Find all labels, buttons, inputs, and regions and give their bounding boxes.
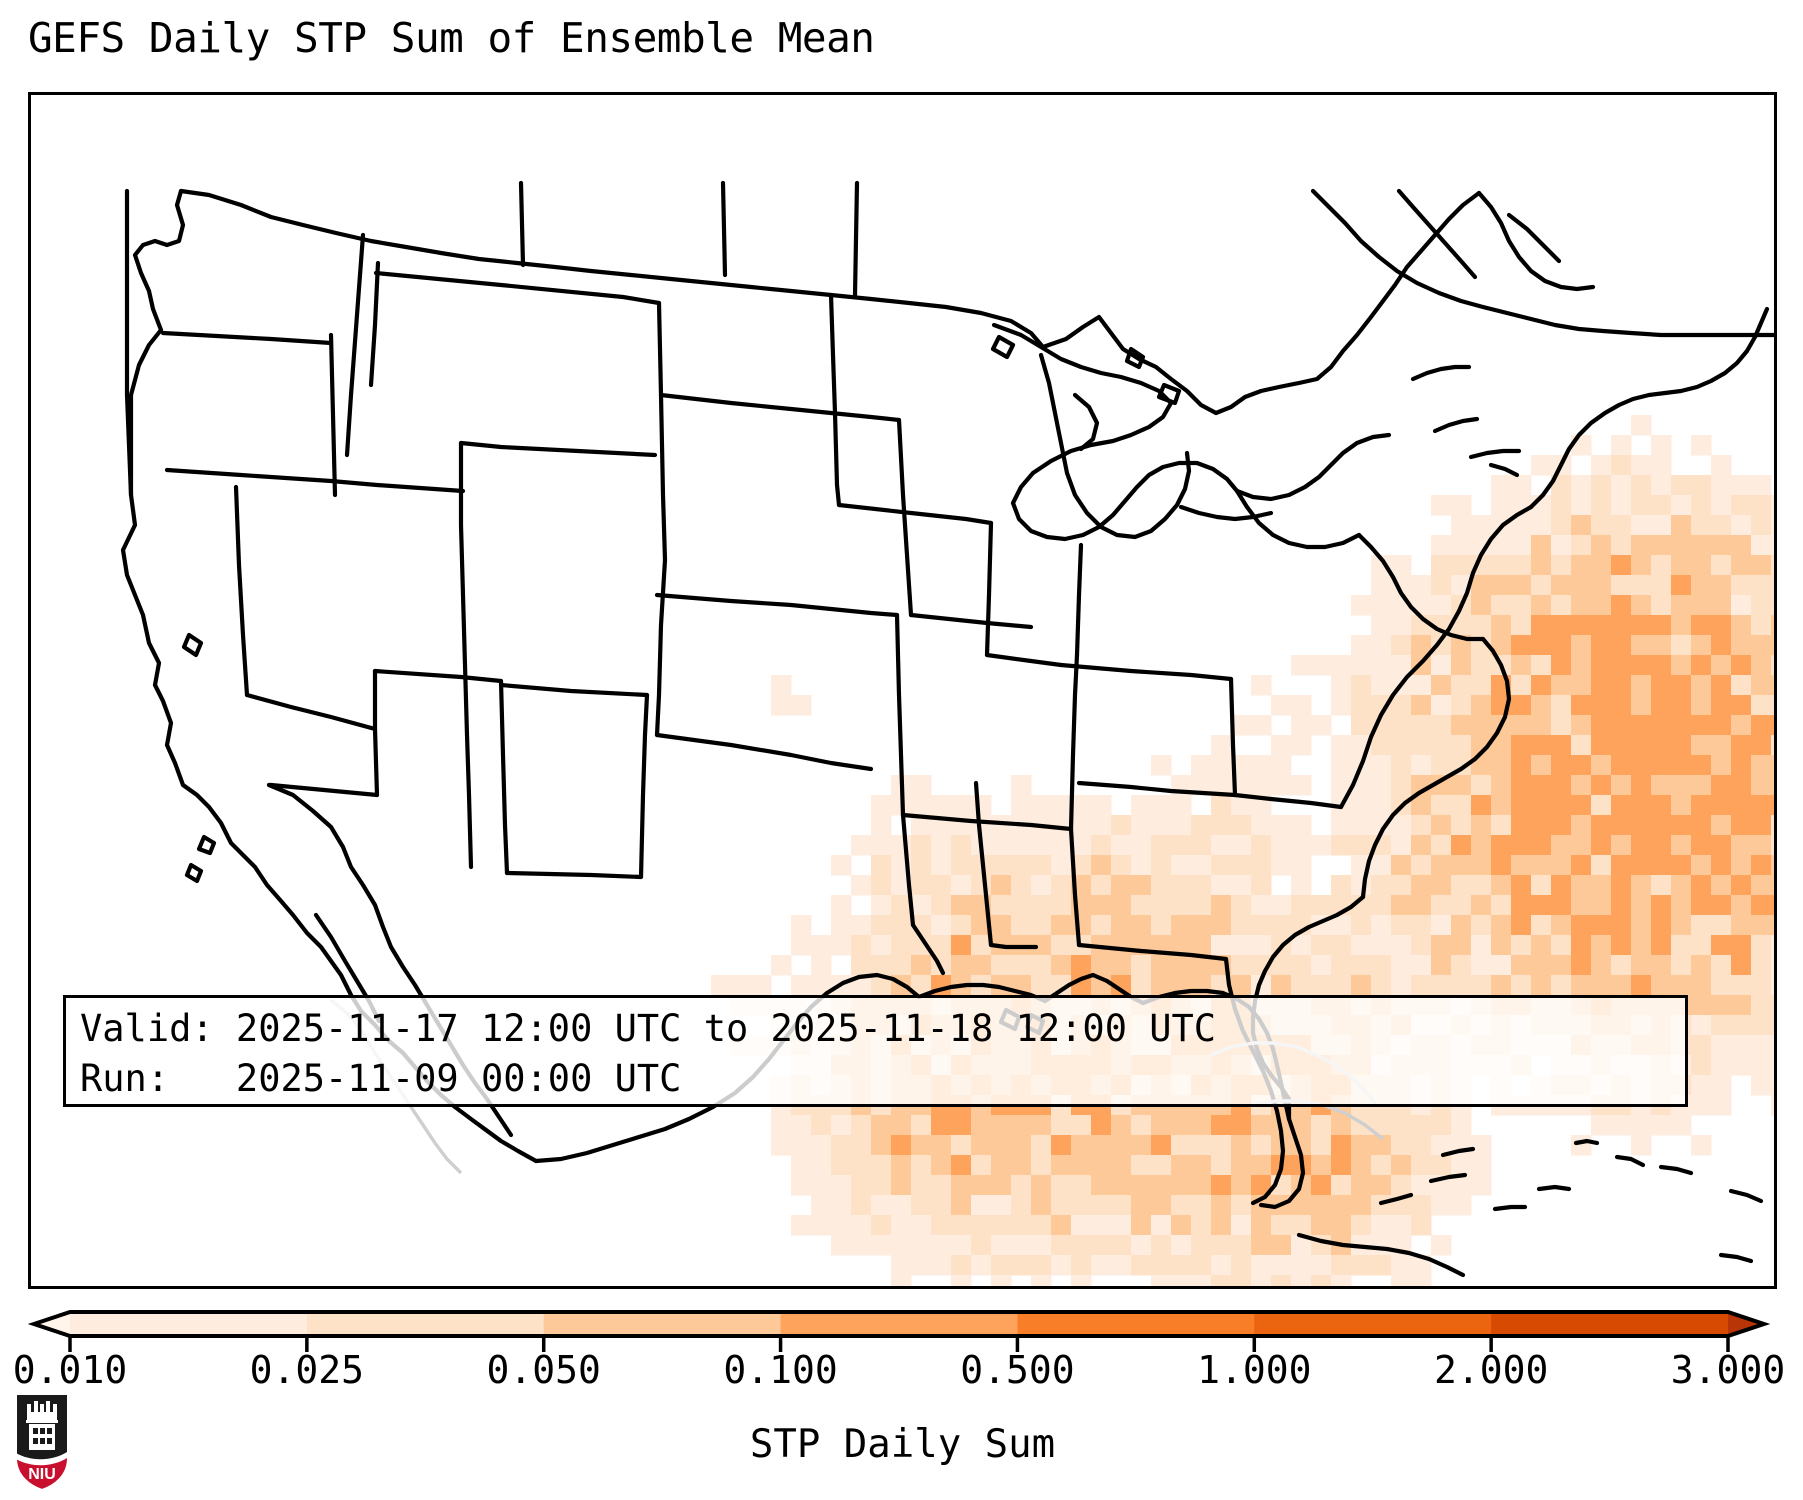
page-title: GEFS Daily STP Sum of Ensemble Mean: [28, 14, 875, 62]
colorbar-under-arrow: [34, 1312, 70, 1336]
valid-time-line: Valid: 2025-11-17 12:00 UTC to 2025-11-1…: [80, 1007, 1217, 1050]
colorbar-band-2: [543, 1312, 782, 1336]
castle-windows: [33, 1428, 52, 1444]
map-canvas: Valid: 2025-11-17 12:00 UTC to 2025-11-1…: [31, 95, 1774, 1286]
logo-text: NIU: [28, 1466, 56, 1483]
colorbar-tick-label-5: 1.000: [1197, 1348, 1312, 1392]
colorbar-band-0: [70, 1312, 308, 1336]
colorbar-tick-label-0: 0.010: [12, 1348, 128, 1392]
colorbar-tick-label-3: 0.100: [723, 1348, 838, 1392]
colorbar-band-5: [1254, 1312, 1492, 1336]
colorbar: 0.010 0.025 0.050 0.100 0.500 1.000 2.000 3.000…: [13, 1294, 1785, 1500]
colorbar-band-6: [1491, 1312, 1729, 1336]
logo-shield-outline: [15, 1393, 69, 1492]
colorbar-gradient: [28, 1310, 1771, 1352]
colorbar-band-1: [306, 1312, 545, 1336]
colorbar-tick-label-6: 2.000: [1433, 1348, 1549, 1392]
colorbar-band-4: [1017, 1312, 1255, 1336]
run-time-line: Run: 2025-11-09 00:00 UTC: [80, 1057, 682, 1100]
colorbar-tick-label-2: 0.050: [486, 1348, 601, 1392]
geography-layer: [120, 180, 1774, 1278]
map-panel: Valid: 2025-11-17 12:00 UTC to 2025-11-1…: [28, 92, 1777, 1289]
niu-logo: NIU: [15, 1393, 69, 1492]
colorbar-band-3: [780, 1312, 1019, 1336]
colorbar-axis-label: STP Daily Sum: [749, 1422, 1056, 1467]
valid-run-annotation: Valid: 2025-11-17 12:00 UTC to 2025-11-1…: [63, 995, 1688, 1107]
colorbar-over-arrow: [1728, 1312, 1764, 1336]
colorbar-tick-label-4: 0.500: [960, 1348, 1075, 1392]
colorbar-tick-label-7: 3.000: [1670, 1348, 1786, 1392]
colorbar-tick-label-1: 0.025: [249, 1348, 365, 1392]
